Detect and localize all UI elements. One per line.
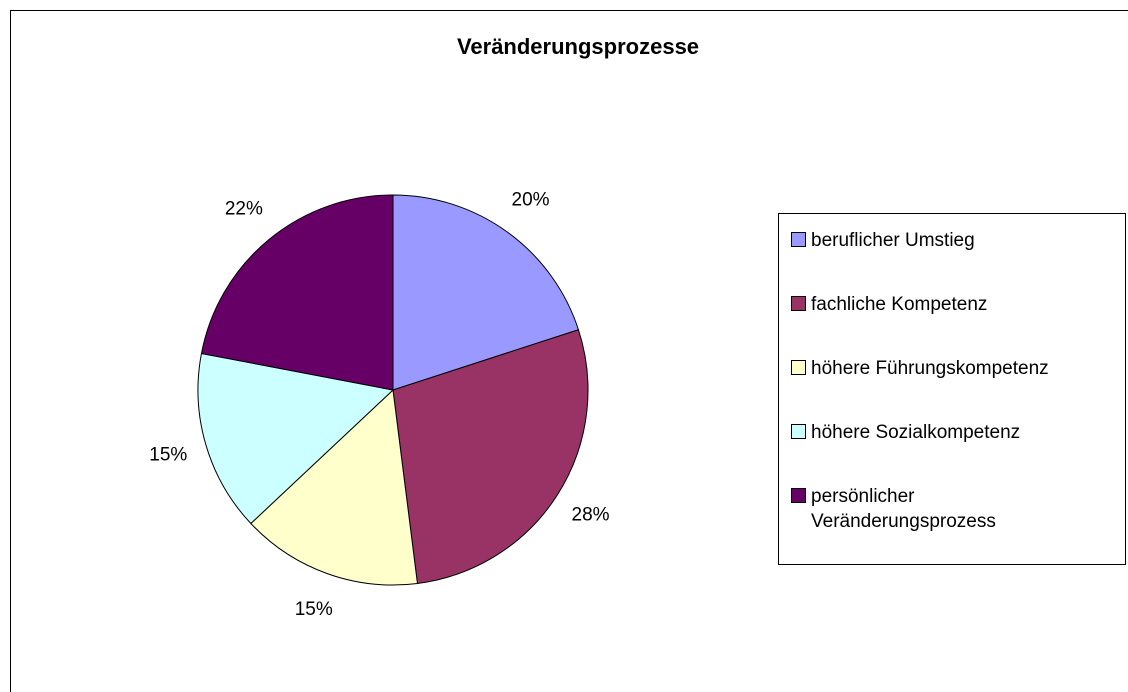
data-label: 15%: [149, 444, 187, 465]
pie-slice: [250, 388, 418, 586]
chart-frame: [10, 10, 1128, 692]
legend-label: fachliche Kompetenz: [811, 294, 988, 315]
legend-entry: höhere Sozialkompetenz: [791, 420, 1020, 445]
legend-label: höhere Führungskompetenz: [811, 358, 1049, 379]
legend-swatch: [791, 424, 806, 439]
legend: beruflicher Umstieg fachliche Kompetenz hö…: [778, 213, 1126, 565]
data-label: 28%: [572, 504, 610, 525]
legend-label: höhere Sozialkompetenz: [811, 422, 1021, 443]
legend-swatch: [791, 232, 806, 247]
legend-swatch: [791, 488, 806, 503]
legend-entry: fachliche Kompetenz: [791, 292, 987, 317]
legend-swatch: [791, 296, 806, 311]
legend-entry: beruflicher Umstieg: [791, 228, 975, 253]
chart-title: Veränderungsprozesse: [457, 34, 699, 59]
legend-label: beruflicher Umstieg: [811, 230, 975, 251]
pie-slice: [392, 194, 580, 391]
data-label: 15%: [295, 599, 333, 620]
legend-swatch: [791, 360, 806, 375]
data-label: 22%: [225, 199, 263, 220]
data-label: 20%: [512, 190, 550, 211]
legend-entry: höhere Führungskompetenz: [791, 356, 1049, 381]
pie-slice: [197, 352, 395, 525]
legend-entry: persönlicher Veränderungsprozess: [791, 484, 996, 534]
pie-slice: [200, 194, 394, 391]
legend-label: persönlicher Veränderungsprozess: [811, 486, 996, 532]
pie-slice: [392, 329, 589, 585]
